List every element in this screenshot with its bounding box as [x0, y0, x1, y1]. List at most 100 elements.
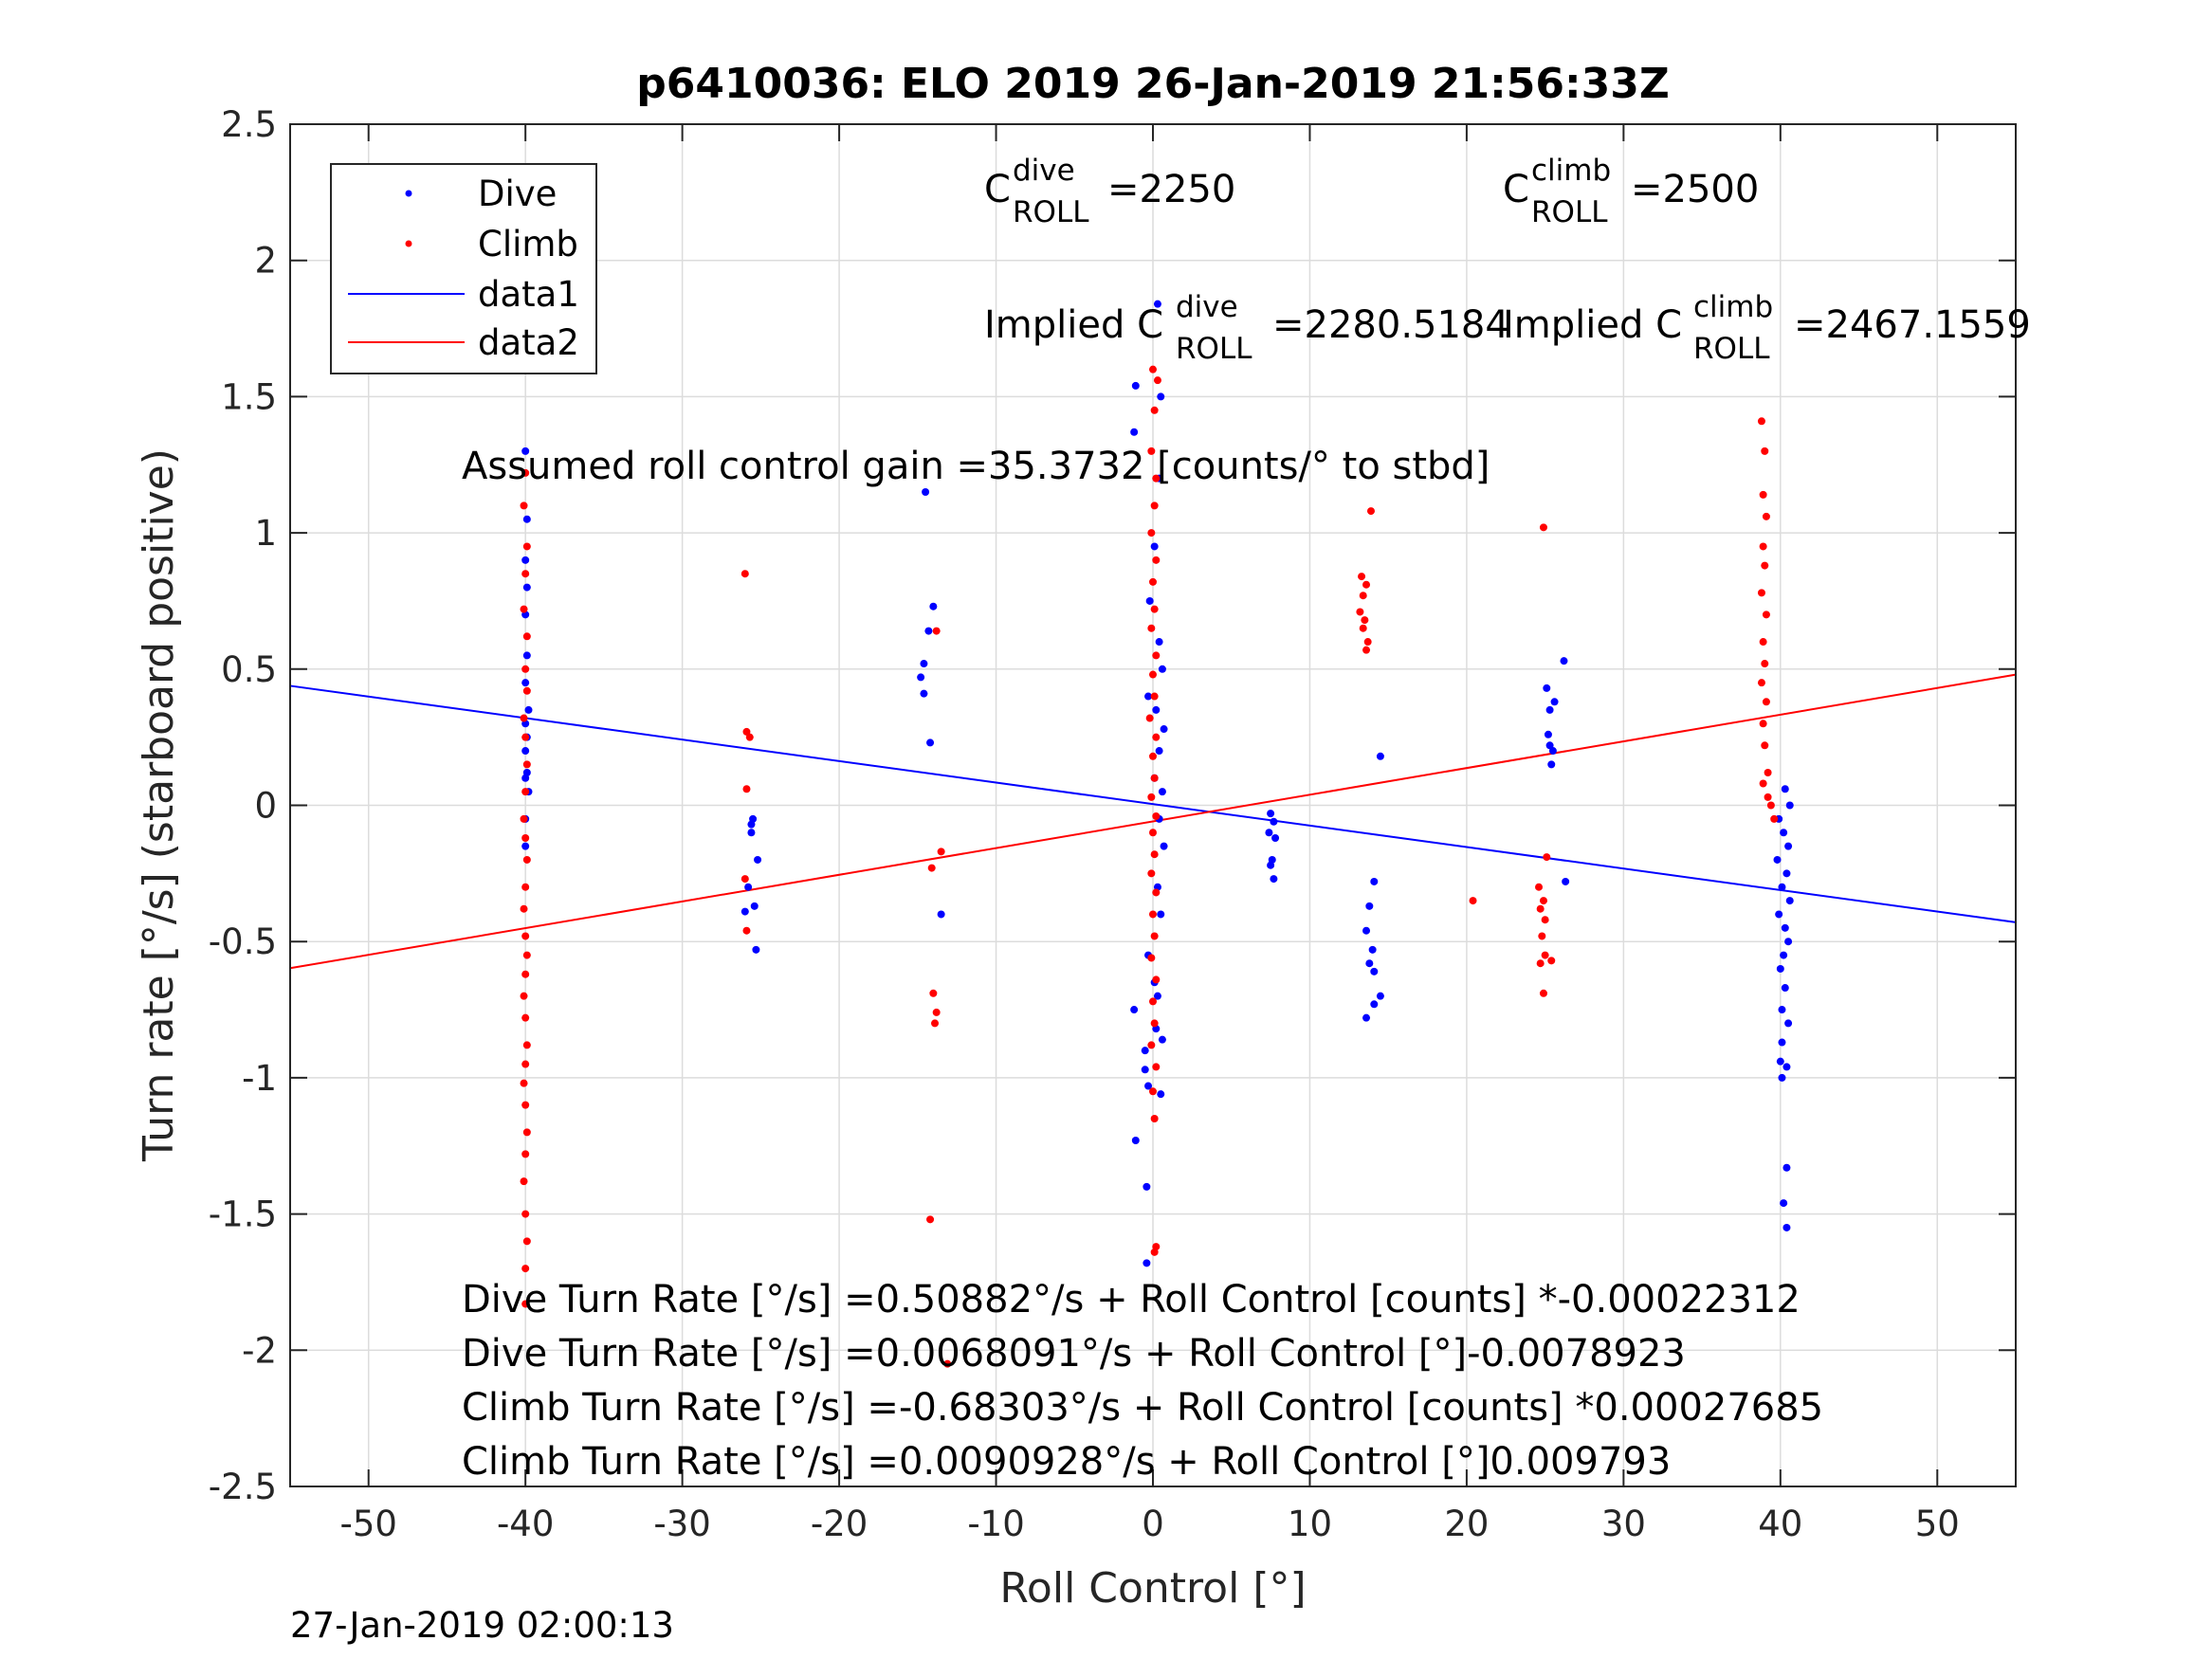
- point-dive: [752, 945, 760, 954]
- y-tick-label: -1: [242, 1058, 277, 1099]
- x-tick-label: -40: [497, 1504, 554, 1544]
- point-climb: [1152, 651, 1161, 660]
- point-dive: [1157, 392, 1165, 401]
- point-dive: [1543, 684, 1551, 692]
- point-dive: [1547, 760, 1556, 769]
- point-dive: [1780, 951, 1788, 959]
- point-climb: [1150, 692, 1159, 701]
- y-tick-label: 2.5: [221, 104, 277, 145]
- point-climb: [1536, 959, 1545, 968]
- point-climb: [1541, 916, 1549, 924]
- point-dive: [1153, 300, 1161, 308]
- point-climb: [520, 714, 528, 722]
- point-climb: [1539, 523, 1547, 532]
- point-climb: [1539, 989, 1547, 997]
- point-climb: [520, 904, 528, 913]
- annotation-implied-dive: Implied C dive ROLL =2280.5184: [984, 290, 1509, 366]
- fit-line-data1: [289, 684, 2017, 923]
- y-tick-label: 2: [254, 241, 277, 282]
- point-climb: [929, 989, 938, 997]
- point-climb: [1356, 608, 1364, 616]
- point-dive: [1158, 665, 1166, 673]
- point-climb: [521, 1265, 530, 1273]
- point-dive: [1550, 698, 1559, 706]
- point-dive: [1270, 875, 1278, 884]
- point-dive: [1143, 1182, 1151, 1191]
- point-climb: [521, 733, 530, 741]
- axis-ticks: -50 -40 -30 -20 -10 0 10 20 30 40 50-2.5-2-1.5-1-0…: [209, 104, 2016, 1544]
- point-climb: [1150, 406, 1159, 414]
- point-climb: [1536, 904, 1545, 913]
- point-dive: [1781, 984, 1789, 993]
- point-climb: [1759, 542, 1767, 551]
- point-dive: [521, 556, 530, 564]
- legend-marker-climb: [405, 240, 412, 247]
- point-climb: [521, 665, 530, 673]
- point-dive: [1157, 910, 1165, 919]
- point-dive: [524, 705, 533, 714]
- point-climb: [1149, 670, 1157, 679]
- implied-climb-value: =2467.1559: [1794, 303, 2031, 347]
- point-dive: [522, 651, 531, 660]
- legend-marker-dive: [405, 190, 412, 197]
- point-climb: [1761, 447, 1769, 455]
- point-climb: [1150, 605, 1159, 613]
- point-climb: [1152, 888, 1161, 897]
- point-climb: [1147, 869, 1156, 878]
- point-climb: [1150, 501, 1159, 510]
- point-dive: [1775, 910, 1783, 919]
- point-climb: [1359, 592, 1367, 600]
- point-climb: [1150, 1115, 1159, 1123]
- y-tick-label: 1: [254, 513, 277, 554]
- point-dive: [1776, 964, 1784, 973]
- legend-label-data1: data1: [478, 274, 579, 315]
- point-climb: [1147, 1041, 1156, 1049]
- point-climb: [1152, 1063, 1161, 1071]
- point-climb: [1152, 556, 1161, 564]
- point-dive: [1370, 967, 1379, 975]
- point-climb: [1153, 376, 1161, 385]
- point-dive: [1145, 596, 1154, 605]
- point-dive: [1365, 902, 1374, 910]
- point-climb: [1150, 1248, 1159, 1256]
- point-dive: [744, 883, 753, 891]
- point-dive: [1544, 730, 1552, 738]
- point-dive: [1370, 877, 1379, 885]
- point-dive: [1267, 861, 1275, 869]
- point-climb: [1757, 589, 1765, 597]
- fit-line-data2: [289, 673, 2017, 970]
- point-climb: [522, 951, 531, 959]
- x-tick-label: 10: [1288, 1504, 1332, 1544]
- annotation-c-climb: C climb ROLL =2500: [1503, 154, 1759, 229]
- point-climb: [1762, 611, 1770, 619]
- point-dive: [1778, 883, 1786, 891]
- point-climb: [521, 1150, 530, 1158]
- point-dive: [1130, 428, 1139, 436]
- point-dive: [1152, 705, 1161, 714]
- point-climb: [1547, 957, 1556, 965]
- point-dive: [1778, 1073, 1786, 1082]
- y-tick-label: 0: [254, 786, 277, 827]
- point-dive: [747, 829, 756, 837]
- point-climb: [1762, 698, 1770, 706]
- point-climb: [521, 1060, 530, 1068]
- point-dive: [1376, 992, 1384, 1000]
- footer-timestamp: 27-Jan-2019 02:00:13: [290, 1605, 674, 1646]
- point-dive: [1784, 842, 1793, 850]
- point-dive: [754, 855, 762, 864]
- point-climb: [927, 864, 936, 872]
- point-dive: [1270, 817, 1278, 826]
- point-climb: [1149, 752, 1157, 760]
- point-climb: [740, 875, 749, 884]
- point-climb: [1152, 733, 1161, 741]
- point-dive: [1773, 855, 1782, 864]
- point-climb: [740, 570, 749, 578]
- point-dive: [1781, 923, 1789, 932]
- point-climb: [521, 570, 530, 578]
- series-climb: [520, 365, 1779, 1368]
- c-dive-sub: ROLL: [1013, 195, 1089, 229]
- point-climb: [1363, 638, 1372, 647]
- gain-annotation: Assumed roll control gain =35.3732 [coun…: [462, 445, 1490, 488]
- point-climb: [1764, 769, 1772, 777]
